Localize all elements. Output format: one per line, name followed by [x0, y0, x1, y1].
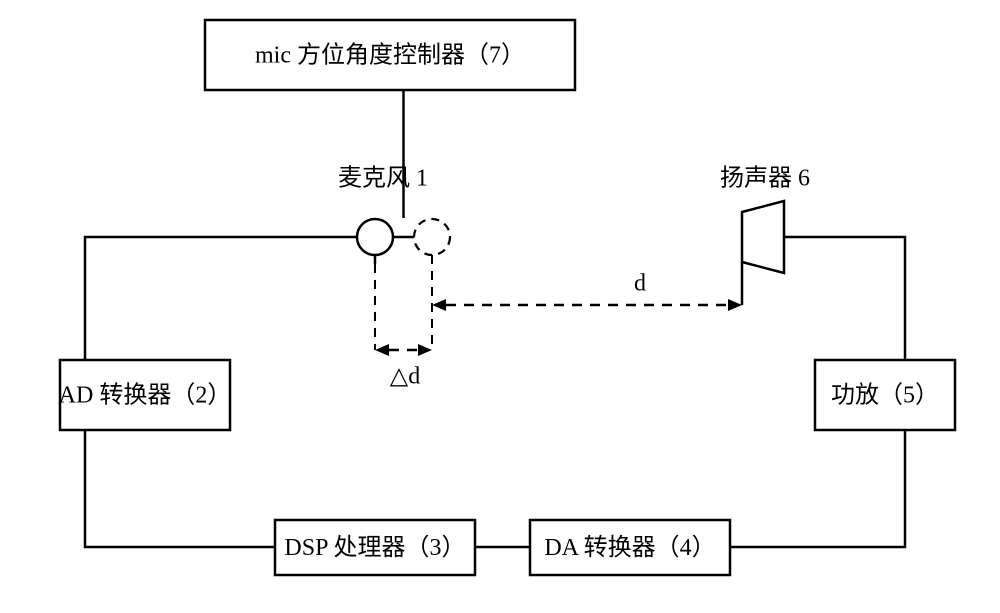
edge-3 — [730, 430, 905, 547]
dim-dd-label: △d — [390, 364, 420, 390]
speaker-label: 扬声器 6 — [720, 165, 810, 192]
edge-4 — [784, 237, 905, 360]
arrow-head — [728, 299, 742, 311]
amp-label: 功放（5） — [831, 382, 939, 409]
edge-0 — [85, 237, 357, 360]
dim-d-label: d — [634, 271, 646, 297]
speaker-icon — [742, 201, 784, 273]
arrow-head — [418, 344, 432, 356]
microphone-label: 麦克风 1 — [338, 165, 428, 192]
microphone-ghost-icon — [414, 219, 450, 255]
mic_ctrl-label: mic 方位角度控制器（7） — [255, 42, 525, 69]
arrow-head — [375, 344, 389, 356]
ad-label: AD 转换器（2） — [59, 382, 232, 409]
edge-1 — [85, 430, 275, 547]
dsp-label: DSP 处理器（3） — [284, 534, 465, 561]
da-label: DA 转换器（4） — [544, 534, 715, 561]
arrow-head — [432, 299, 446, 311]
microphone-icon — [357, 219, 393, 255]
